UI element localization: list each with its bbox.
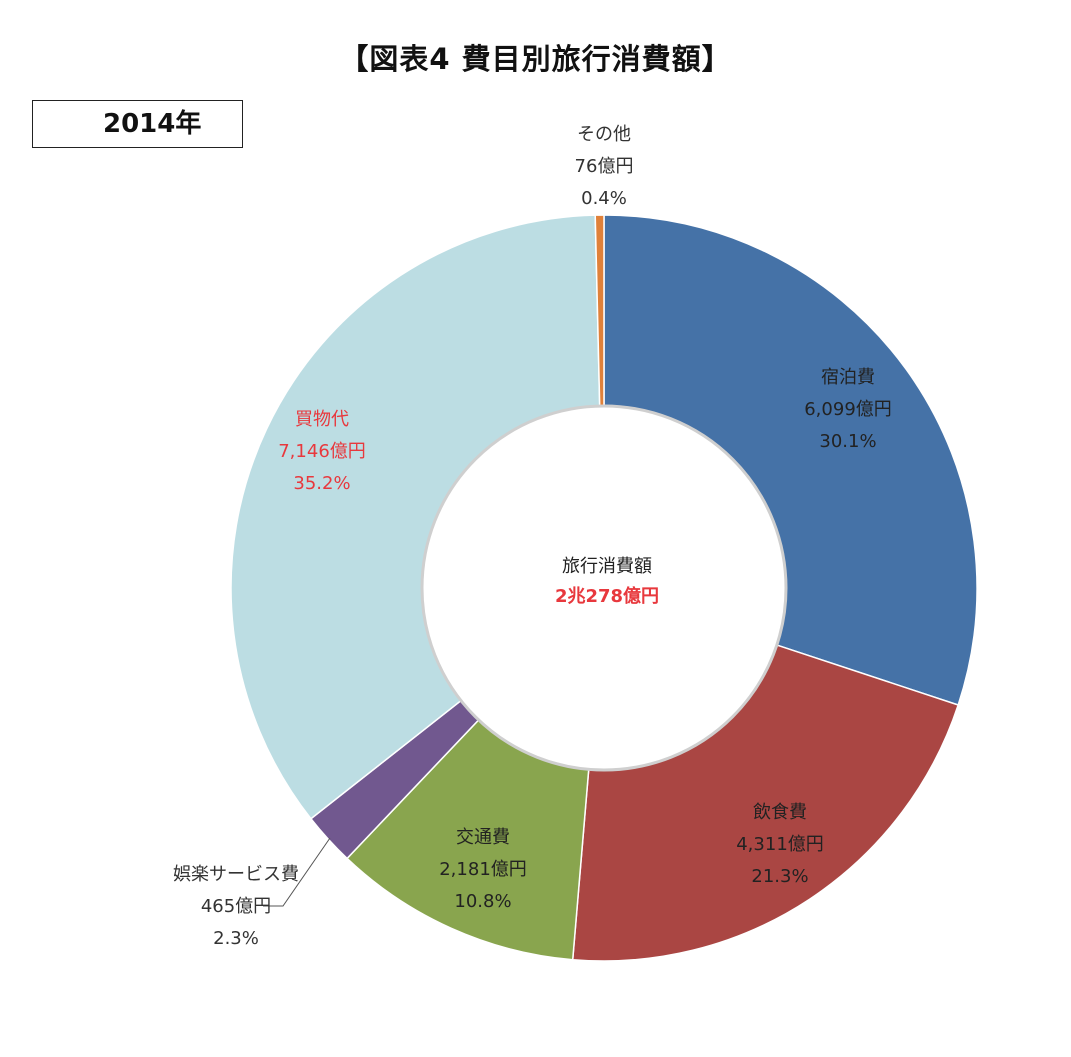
slice-name-label-1: 宿泊費: [821, 367, 875, 388]
leader-lines: [263, 837, 331, 907]
labels-group: 宿泊費 6,099億円 30.1% 飲食費 4,311億円 21.3% 交通費 2,181億円…: [173, 124, 892, 949]
leader-line-entertainment: [263, 837, 331, 907]
slice-percent-label-1: 30.1%: [819, 431, 876, 452]
slice-percent-label-4: 2.3%: [213, 928, 259, 949]
donut-hole: [420, 404, 788, 772]
slice-amount-label-6: 76億円: [575, 156, 634, 177]
slice-name-label-4: 娯楽サービス費: [173, 864, 299, 885]
center-value: 2兆278億円: [555, 585, 659, 607]
slices-group: [230, 214, 978, 962]
slice-amount-label-3: 2,181億円: [439, 859, 527, 880]
slice-name-label-5: 買物代: [295, 409, 349, 430]
chart-title: 【図表4 費目別旅行消費額】: [339, 42, 732, 76]
slice-percent-label-2: 21.3%: [751, 866, 808, 887]
slice-percent-label-3: 10.8%: [454, 891, 511, 912]
slice-amount-label-1: 6,099億円: [804, 399, 892, 420]
year-label: 2014年: [32, 100, 243, 148]
slice-name-label-2: 飲食費: [753, 802, 807, 823]
slice-name-label-6: その他: [577, 124, 631, 145]
slice-name-label-3: 交通費: [456, 827, 510, 848]
slice-amount-label-5: 7,146億円: [278, 441, 366, 462]
slice-percent-label-6: 0.4%: [581, 188, 627, 209]
center-label: 旅行消費額: [562, 556, 652, 577]
slice-percent-label-5: 35.2%: [293, 473, 350, 494]
slice-amount-label-4: 465億円: [201, 896, 271, 917]
slice-amount-label-2: 4,311億円: [736, 834, 824, 855]
